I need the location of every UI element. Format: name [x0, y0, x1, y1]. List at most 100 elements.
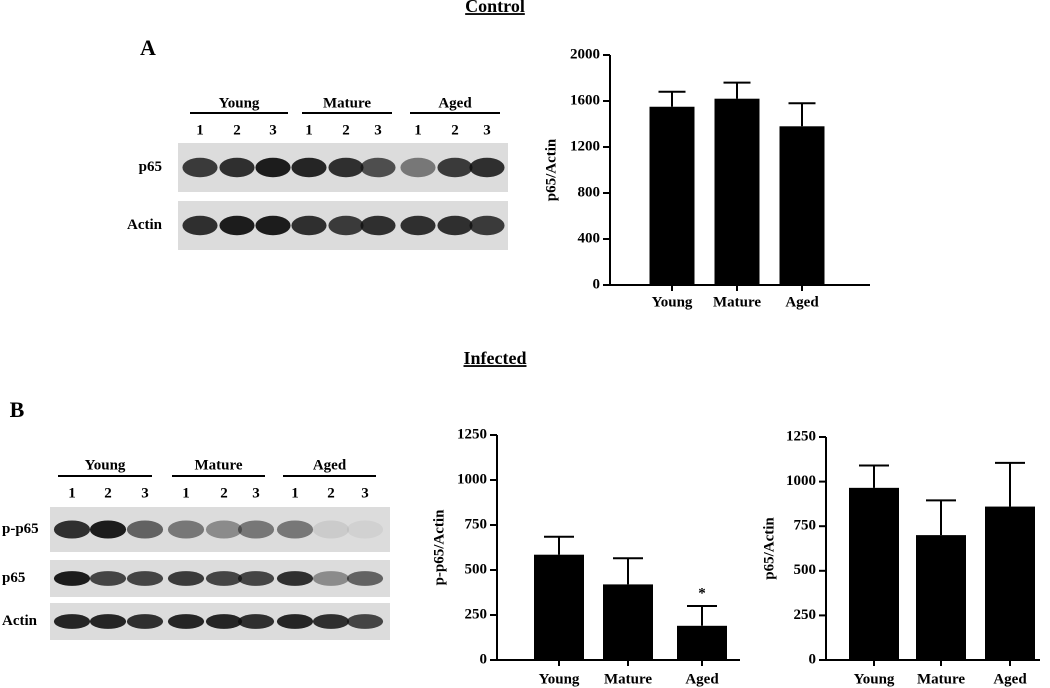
error-bar: [723, 81, 751, 99]
group-label: Mature: [194, 457, 242, 473]
annotation: *: [698, 585, 706, 601]
blot-band: [346, 571, 384, 586]
group-label: Aged: [438, 95, 472, 111]
blot-band: [126, 571, 164, 586]
y-tick-label: 500: [794, 562, 817, 578]
blot-band: [182, 215, 218, 236]
y-axis-label: p-p65/Actin: [431, 509, 447, 586]
y-tick-label: 1250: [457, 426, 487, 442]
bar: [916, 535, 966, 660]
panel-label: B: [10, 397, 25, 422]
blot-band: [89, 571, 127, 586]
bar: [534, 554, 584, 660]
y-tick-label: 750: [794, 518, 817, 534]
blot-band: [312, 571, 350, 586]
blot-band: [219, 215, 255, 236]
error-bar: [544, 535, 574, 555]
lane-label: 3: [141, 485, 149, 501]
blot-band: [167, 614, 205, 629]
error-bar: [995, 461, 1025, 507]
blot-band: [255, 157, 291, 178]
blot-band: [237, 614, 275, 629]
y-tick-label: 1000: [457, 471, 487, 487]
y-tick-label: 0: [809, 651, 817, 667]
blot-band: [167, 520, 205, 539]
blot-band: [291, 157, 327, 178]
y-tick-label: 1000: [786, 473, 816, 489]
row-label: p65: [2, 570, 25, 586]
y-tick-label: 250: [794, 607, 817, 623]
blot-band: [276, 520, 314, 539]
x-tick-label: Young: [652, 294, 693, 310]
blot-band: [219, 157, 255, 178]
blot-band: [53, 571, 91, 586]
x-tick-label: Aged: [685, 671, 719, 687]
y-tick-label: 1600: [570, 92, 600, 108]
blot-band: [237, 520, 275, 539]
x-tick-label: Mature: [917, 671, 965, 687]
y-tick-label: 0: [593, 276, 601, 292]
x-tick-label: Aged: [993, 671, 1027, 687]
lane-label: 1: [182, 485, 190, 501]
blot-band: [312, 520, 350, 539]
y-tick-label: 750: [465, 516, 488, 532]
blot-band: [276, 614, 314, 629]
blot-band: [291, 215, 327, 236]
blot-band: [469, 157, 505, 178]
bar: [849, 487, 899, 660]
blot-band: [89, 520, 127, 539]
lane-label: 3: [269, 122, 277, 138]
blot-band: [205, 571, 243, 586]
group-label: Mature: [323, 95, 371, 111]
error-bar: [687, 605, 717, 626]
lane-label: 1: [68, 485, 76, 501]
blot-band: [328, 215, 364, 236]
error-bar: [788, 102, 816, 127]
blot-band: [400, 215, 436, 236]
y-tick-label: 1250: [786, 428, 816, 444]
bar: [985, 506, 1035, 660]
lane-label: 3: [361, 485, 369, 501]
y-tick-label: 2000: [570, 46, 600, 62]
blot-band: [89, 614, 127, 629]
blot-band: [360, 157, 396, 178]
lane-label: 1: [196, 122, 204, 138]
y-tick-label: 1200: [570, 138, 600, 154]
panel-label: A: [140, 35, 156, 60]
x-tick-label: Young: [539, 671, 580, 687]
y-tick-label: 0: [480, 651, 488, 667]
blot-band: [276, 571, 314, 586]
section-title: Infected: [464, 348, 527, 368]
section-title: Control: [465, 0, 525, 16]
error-bar: [926, 499, 956, 536]
blot-band: [400, 157, 436, 178]
y-tick-label: 250: [465, 606, 488, 622]
lane-label: 2: [104, 485, 112, 501]
blot-band: [237, 571, 275, 586]
bar: [603, 584, 653, 660]
blot-band: [346, 614, 384, 629]
error-bar: [613, 557, 643, 585]
blot-band: [167, 571, 205, 586]
row-label: p-p65: [2, 521, 39, 537]
x-tick-label: Mature: [604, 671, 652, 687]
error-bar: [658, 90, 686, 107]
lane-label: 1: [305, 122, 313, 138]
blot-band: [53, 614, 91, 629]
bar: [779, 126, 825, 285]
blot-band: [437, 215, 473, 236]
blot-band: [437, 157, 473, 178]
lane-label: 2: [342, 122, 350, 138]
group-label: Young: [219, 95, 260, 111]
y-axis-label: p65/Actin: [543, 138, 559, 201]
lane-label: 2: [451, 122, 459, 138]
group-label: Young: [85, 457, 126, 473]
row-label: Actin: [2, 613, 38, 629]
blot-band: [53, 520, 91, 539]
blot-band: [346, 520, 384, 539]
blot-band: [182, 157, 218, 178]
y-tick-label: 400: [578, 230, 601, 246]
lane-label: 2: [220, 485, 228, 501]
blot-band: [205, 520, 243, 539]
